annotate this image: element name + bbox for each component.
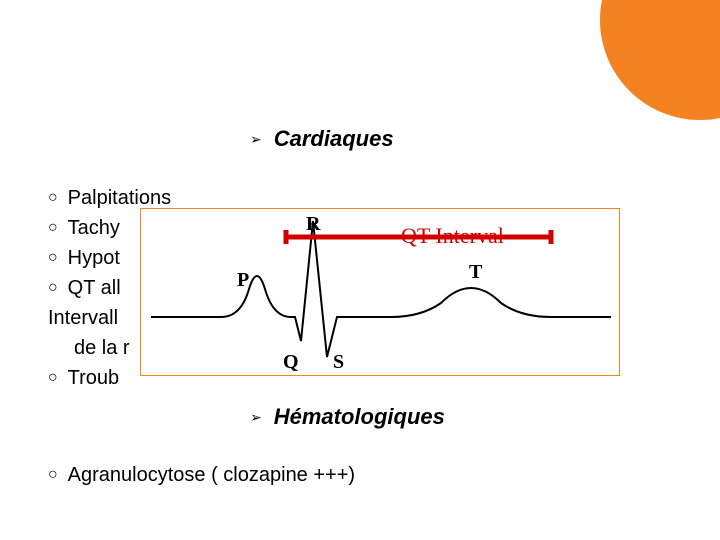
bullet-icon: ○ <box>48 363 58 393</box>
list-item-text: Tachy <box>68 213 120 243</box>
wave-label-r: R <box>306 213 320 236</box>
wave-label-s: S <box>333 351 344 374</box>
wave-label-q: Q <box>283 351 299 374</box>
arrow-icon: ➢ <box>250 131 262 148</box>
slide: ➢ Cardiaques ○ Palpitations ○ Tachy ○ Hy… <box>0 0 720 540</box>
bullet-icon: ○ <box>48 183 58 213</box>
wave-label-p: P <box>237 269 249 292</box>
qt-interval-label: QT Interval <box>401 223 504 249</box>
qt-interval-chart: QT Interval R P T Q S <box>140 208 620 376</box>
heading-hematologiques: ➢ Hématologiques <box>250 404 445 430</box>
arrow-icon: ➢ <box>250 409 262 426</box>
qt-waveform-svg <box>141 209 621 377</box>
corner-accent <box>600 0 720 120</box>
bullet-icon: ○ <box>48 460 58 490</box>
heading-text: Hématologiques <box>274 404 445 430</box>
list-item-text: Hypot <box>68 243 120 273</box>
bullet-icon: ○ <box>48 243 58 273</box>
list-item-text: Agranulocytose ( clozapine +++) <box>68 460 355 490</box>
bullet-icon: ○ <box>48 213 58 243</box>
list-item-text: Troub <box>68 363 120 393</box>
list-hematologic: ○ Agranulocytose ( clozapine +++) <box>48 460 355 490</box>
heading-cardiaques: ➢ Cardiaques <box>250 126 394 152</box>
bullet-icon: ○ <box>48 273 58 303</box>
list-item-text: QT all <box>68 273 121 303</box>
heading-text: Cardiaques <box>274 126 394 152</box>
wave-label-t: T <box>469 261 482 284</box>
list-item: ○ Agranulocytose ( clozapine +++) <box>48 460 355 490</box>
